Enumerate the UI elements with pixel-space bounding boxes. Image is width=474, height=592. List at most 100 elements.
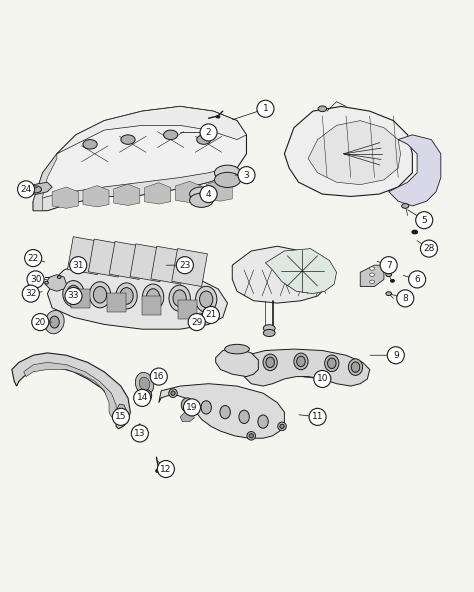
- Circle shape: [397, 290, 414, 307]
- Polygon shape: [12, 353, 130, 429]
- Ellipse shape: [196, 287, 217, 313]
- Polygon shape: [145, 183, 171, 204]
- Ellipse shape: [121, 135, 135, 144]
- Circle shape: [18, 181, 35, 198]
- Ellipse shape: [370, 267, 374, 270]
- Ellipse shape: [83, 140, 97, 149]
- Circle shape: [200, 124, 217, 141]
- Circle shape: [314, 371, 331, 388]
- Polygon shape: [57, 107, 246, 154]
- Ellipse shape: [220, 406, 230, 419]
- Circle shape: [22, 285, 39, 302]
- Polygon shape: [109, 242, 145, 279]
- Ellipse shape: [169, 285, 190, 311]
- Ellipse shape: [136, 372, 154, 395]
- Ellipse shape: [50, 316, 59, 328]
- Ellipse shape: [370, 273, 374, 276]
- Ellipse shape: [45, 281, 48, 284]
- Polygon shape: [151, 246, 187, 284]
- Ellipse shape: [401, 204, 409, 208]
- Polygon shape: [284, 107, 412, 197]
- Text: 15: 15: [115, 413, 127, 422]
- Circle shape: [416, 211, 433, 229]
- Text: 32: 32: [25, 289, 36, 298]
- Ellipse shape: [142, 284, 164, 310]
- Circle shape: [134, 390, 151, 407]
- Circle shape: [409, 271, 426, 288]
- Polygon shape: [67, 237, 103, 275]
- Text: 33: 33: [68, 291, 79, 301]
- Polygon shape: [360, 265, 384, 287]
- Polygon shape: [47, 260, 228, 329]
- Text: 31: 31: [73, 260, 84, 270]
- Text: 16: 16: [153, 372, 164, 381]
- Ellipse shape: [201, 401, 211, 414]
- Ellipse shape: [181, 398, 193, 412]
- Ellipse shape: [169, 389, 177, 397]
- Text: 3: 3: [244, 170, 249, 179]
- Circle shape: [176, 257, 193, 274]
- Polygon shape: [71, 289, 90, 308]
- Circle shape: [157, 461, 174, 478]
- Ellipse shape: [216, 115, 220, 118]
- Polygon shape: [107, 292, 126, 311]
- Text: 21: 21: [205, 310, 217, 320]
- Ellipse shape: [325, 355, 339, 372]
- Ellipse shape: [142, 390, 152, 401]
- Ellipse shape: [263, 324, 275, 332]
- Polygon shape: [178, 300, 197, 319]
- Text: 14: 14: [137, 394, 148, 403]
- Text: 4: 4: [206, 189, 211, 198]
- Ellipse shape: [258, 415, 268, 428]
- Circle shape: [200, 185, 217, 202]
- Text: 28: 28: [423, 244, 435, 253]
- Text: 20: 20: [35, 317, 46, 327]
- Ellipse shape: [57, 276, 61, 278]
- Ellipse shape: [116, 283, 137, 309]
- Polygon shape: [24, 182, 52, 194]
- Polygon shape: [33, 168, 237, 211]
- Ellipse shape: [351, 362, 360, 372]
- Polygon shape: [33, 107, 246, 211]
- Ellipse shape: [412, 230, 418, 234]
- Circle shape: [257, 100, 274, 117]
- Polygon shape: [116, 404, 127, 417]
- Text: 1: 1: [263, 104, 268, 113]
- Ellipse shape: [190, 193, 213, 207]
- Ellipse shape: [29, 186, 42, 193]
- Text: 8: 8: [402, 294, 408, 303]
- Polygon shape: [142, 297, 161, 316]
- Ellipse shape: [197, 135, 211, 144]
- Ellipse shape: [67, 285, 80, 302]
- Polygon shape: [88, 239, 124, 277]
- Polygon shape: [244, 349, 370, 386]
- Ellipse shape: [120, 288, 133, 304]
- Ellipse shape: [249, 434, 253, 438]
- Circle shape: [420, 240, 438, 257]
- Circle shape: [27, 271, 44, 288]
- Ellipse shape: [90, 282, 110, 308]
- Text: 2: 2: [206, 128, 211, 137]
- Polygon shape: [52, 187, 78, 208]
- Polygon shape: [216, 348, 258, 377]
- Ellipse shape: [63, 281, 84, 307]
- Text: 11: 11: [312, 413, 323, 422]
- Polygon shape: [175, 181, 201, 202]
- Ellipse shape: [200, 291, 213, 308]
- Ellipse shape: [328, 358, 336, 369]
- Ellipse shape: [139, 377, 150, 390]
- Text: 10: 10: [317, 375, 328, 384]
- Text: 22: 22: [27, 253, 39, 263]
- Circle shape: [65, 288, 82, 304]
- Polygon shape: [265, 249, 337, 294]
- Ellipse shape: [263, 354, 277, 371]
- Polygon shape: [130, 244, 166, 282]
- Ellipse shape: [239, 410, 249, 423]
- Circle shape: [183, 399, 201, 416]
- Ellipse shape: [171, 391, 175, 395]
- Ellipse shape: [214, 165, 240, 181]
- Circle shape: [131, 425, 148, 442]
- Ellipse shape: [173, 290, 186, 307]
- Ellipse shape: [184, 401, 190, 408]
- Ellipse shape: [146, 289, 160, 305]
